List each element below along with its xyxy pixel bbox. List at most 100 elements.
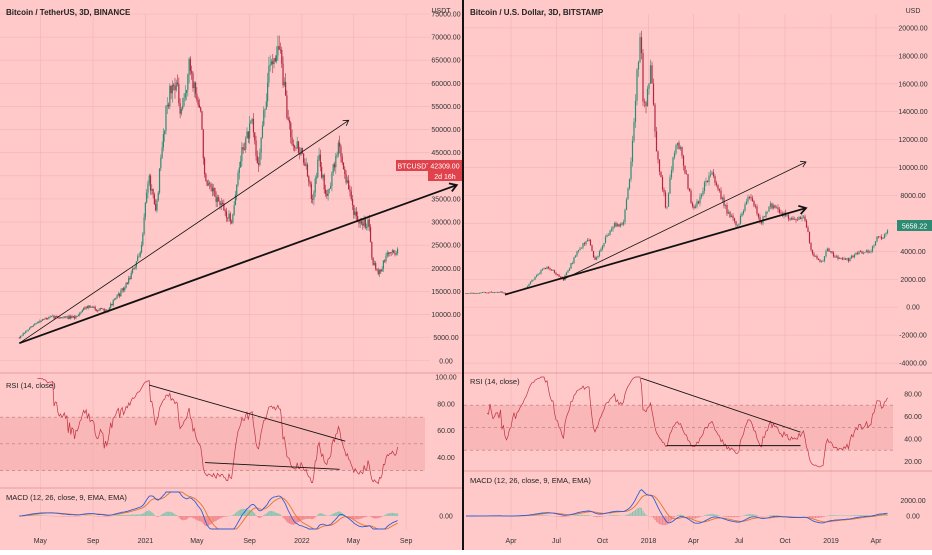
candle-down[interactable] xyxy=(488,293,489,294)
candle-down[interactable] xyxy=(693,206,694,208)
candle-up[interactable] xyxy=(479,293,480,294)
candle-down[interactable] xyxy=(298,141,299,152)
candle-up[interactable] xyxy=(149,176,150,184)
candle-up[interactable] xyxy=(740,216,741,224)
candle-down[interactable] xyxy=(288,118,289,120)
candle-up[interactable] xyxy=(42,319,43,320)
candle-up[interactable] xyxy=(165,106,166,131)
candle-down[interactable] xyxy=(180,103,181,113)
candle-up[interactable] xyxy=(699,197,700,204)
candle-down[interactable] xyxy=(307,164,308,176)
candle-up[interactable] xyxy=(276,55,277,61)
candle-up[interactable] xyxy=(528,284,529,286)
candle-up[interactable] xyxy=(585,241,586,244)
candle-up[interactable] xyxy=(746,201,747,204)
candle-up[interactable] xyxy=(869,252,870,253)
candle-down[interactable] xyxy=(339,143,340,147)
candle-up[interactable] xyxy=(383,260,384,268)
candle-down[interactable] xyxy=(660,172,661,177)
candle-down[interactable] xyxy=(761,222,762,224)
candle-down[interactable] xyxy=(860,251,861,252)
candle-up[interactable] xyxy=(336,154,337,156)
candle-up[interactable] xyxy=(666,207,667,208)
candle-down[interactable] xyxy=(248,132,249,139)
candle-down[interactable] xyxy=(302,148,303,154)
candle-up[interactable] xyxy=(252,119,253,121)
candle-up[interactable] xyxy=(80,312,81,313)
candle-up[interactable] xyxy=(866,250,867,252)
candle-down[interactable] xyxy=(848,258,849,261)
candle-down[interactable] xyxy=(154,195,155,204)
candle-down[interactable] xyxy=(153,189,154,194)
candle-up[interactable] xyxy=(497,292,498,293)
candle-up[interactable] xyxy=(33,325,34,326)
candle-down[interactable] xyxy=(41,321,42,322)
candle-down[interactable] xyxy=(199,105,200,108)
candle-up[interactable] xyxy=(114,300,115,301)
candle-up[interactable] xyxy=(633,122,634,141)
candle-up[interactable] xyxy=(539,273,540,274)
candle-down[interactable] xyxy=(195,83,196,94)
candle-up[interactable] xyxy=(48,317,49,319)
candle-up[interactable] xyxy=(34,324,35,325)
candle-up[interactable] xyxy=(159,168,160,192)
candle-up[interactable] xyxy=(612,227,613,230)
candle-down[interactable] xyxy=(225,210,226,211)
candle-up[interactable] xyxy=(39,321,40,323)
candle-up[interactable] xyxy=(113,300,114,305)
candle-up[interactable] xyxy=(477,293,478,294)
candle-down[interactable] xyxy=(201,111,202,129)
candle-down[interactable] xyxy=(190,59,191,71)
candle-up[interactable] xyxy=(115,298,116,300)
candle-down[interactable] xyxy=(788,215,789,219)
candle-down[interactable] xyxy=(370,227,371,242)
candle-up[interactable] xyxy=(675,145,676,153)
candle-up[interactable] xyxy=(100,308,101,310)
candle-down[interactable] xyxy=(813,254,814,257)
candle-up[interactable] xyxy=(116,295,117,298)
candle-up[interactable] xyxy=(333,164,334,172)
candle-down[interactable] xyxy=(133,269,134,270)
candle-down[interactable] xyxy=(683,156,684,166)
candle-up[interactable] xyxy=(711,172,712,174)
candle-down[interactable] xyxy=(293,144,294,145)
candle-up[interactable] xyxy=(827,249,828,251)
candle-down[interactable] xyxy=(371,242,372,258)
candle-up[interactable] xyxy=(480,293,481,294)
candle-down[interactable] xyxy=(70,316,71,318)
candle-up[interactable] xyxy=(284,82,285,85)
candle-up[interactable] xyxy=(872,246,873,251)
candle-up[interactable] xyxy=(23,333,24,335)
candle-up[interactable] xyxy=(78,315,79,316)
candle-up[interactable] xyxy=(138,256,139,257)
candle-down[interactable] xyxy=(558,275,559,277)
candle-down[interactable] xyxy=(557,274,558,275)
candle-up[interactable] xyxy=(467,293,468,294)
candle-up[interactable] xyxy=(822,261,823,262)
candle-up[interactable] xyxy=(650,65,651,83)
candle-down[interactable] xyxy=(878,236,879,237)
candle-up[interactable] xyxy=(297,141,298,148)
candle-up[interactable] xyxy=(124,288,125,291)
candle-up[interactable] xyxy=(21,336,22,337)
candle-up[interactable] xyxy=(140,252,141,256)
candle-up[interactable] xyxy=(271,61,272,64)
candle-up[interactable] xyxy=(744,205,745,211)
candle-up[interactable] xyxy=(396,253,397,254)
candle-down[interactable] xyxy=(295,148,296,149)
candle-down[interactable] xyxy=(311,184,312,199)
candle-down[interactable] xyxy=(73,316,74,317)
candle-up[interactable] xyxy=(617,224,618,226)
candle-up[interactable] xyxy=(849,258,850,261)
candle-down[interactable] xyxy=(504,293,505,294)
candle-up[interactable] xyxy=(803,217,804,218)
candle-down[interactable] xyxy=(95,307,96,309)
candle-down[interactable] xyxy=(227,218,228,219)
candle-up[interactable] xyxy=(64,316,65,317)
candle-down[interactable] xyxy=(654,105,655,132)
candle-up[interactable] xyxy=(639,37,640,62)
candle-down[interactable] xyxy=(555,273,556,275)
candle-up[interactable] xyxy=(300,148,301,155)
candle-up[interactable] xyxy=(543,268,544,269)
candle-down[interactable] xyxy=(93,307,94,308)
